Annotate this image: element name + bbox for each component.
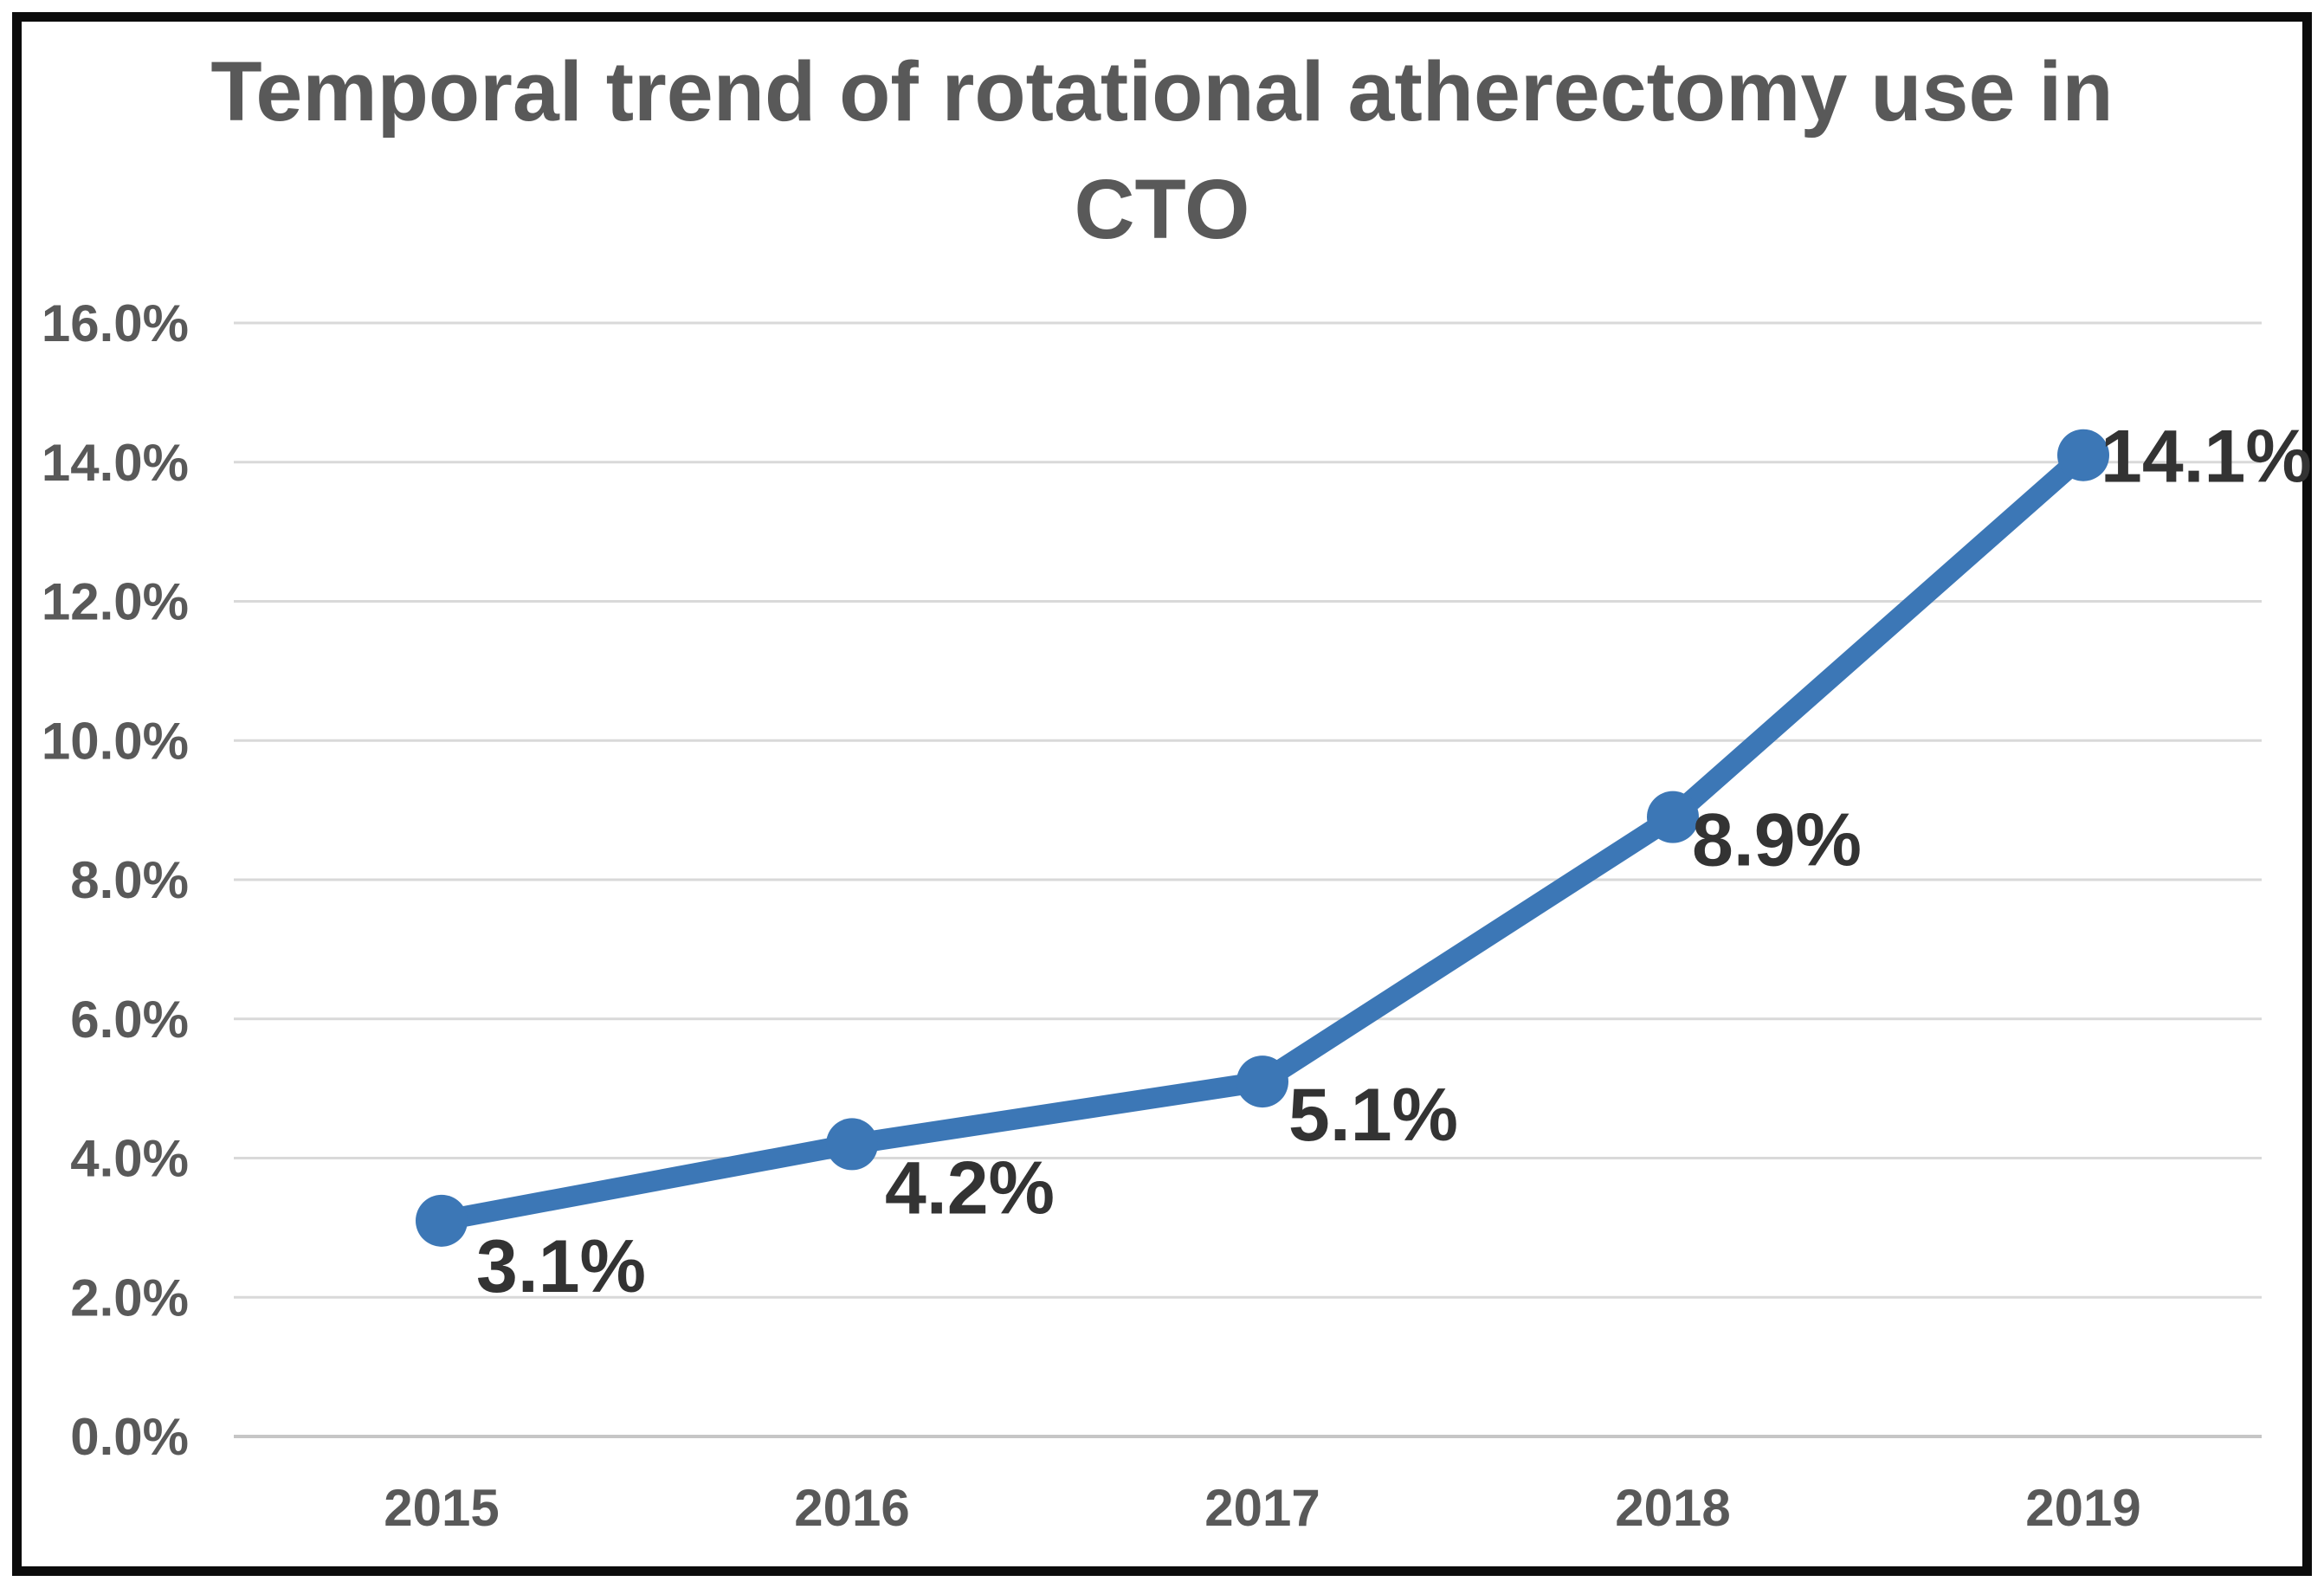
data-point-marker-2018: [1647, 791, 1699, 843]
data-label-2017: 5.1%: [1288, 1074, 1458, 1157]
data-point-marker-2016: [826, 1118, 878, 1171]
y-tick-label-14.0%: 14.0%: [42, 434, 189, 492]
x-tick-label-2015: 2015: [384, 1479, 499, 1537]
x-tick-label-2019: 2019: [2025, 1479, 2140, 1537]
y-tick-label-2.0%: 2.0%: [70, 1268, 189, 1327]
data-point-marker-2017: [1236, 1055, 1288, 1108]
chart-title: Temporal trend of rotational atherectomy…: [0, 33, 2324, 268]
y-tick-label-10.0%: 10.0%: [42, 712, 189, 770]
data-label-2015: 3.1%: [476, 1225, 646, 1308]
data-label-2018: 8.9%: [1692, 799, 1862, 882]
data-label-2016: 4.2%: [885, 1146, 1055, 1230]
data-label-2019: 14.1%: [2101, 416, 2312, 499]
y-tick-label-8.0%: 8.0%: [70, 851, 189, 909]
y-tick-label-0.0%: 0.0%: [70, 1408, 189, 1466]
x-tick-label-2016: 2016: [794, 1479, 909, 1537]
chart-title-line-2: CTO: [1074, 161, 1250, 256]
y-tick-label-12.0%: 12.0%: [42, 573, 189, 631]
y-tick-label-6.0%: 6.0%: [70, 991, 189, 1049]
x-tick-label-2017: 2017: [1204, 1479, 1320, 1537]
data-point-marker-2019: [2057, 429, 2109, 481]
x-tick-label-2018: 2018: [1615, 1479, 1730, 1537]
data-point-marker-2015: [416, 1194, 468, 1247]
y-tick-label-4.0%: 4.0%: [70, 1130, 189, 1188]
y-tick-label-16.0%: 16.0%: [42, 294, 189, 352]
chart-title-line-1: Temporal trend of rotational atherectomy…: [210, 44, 2114, 139]
